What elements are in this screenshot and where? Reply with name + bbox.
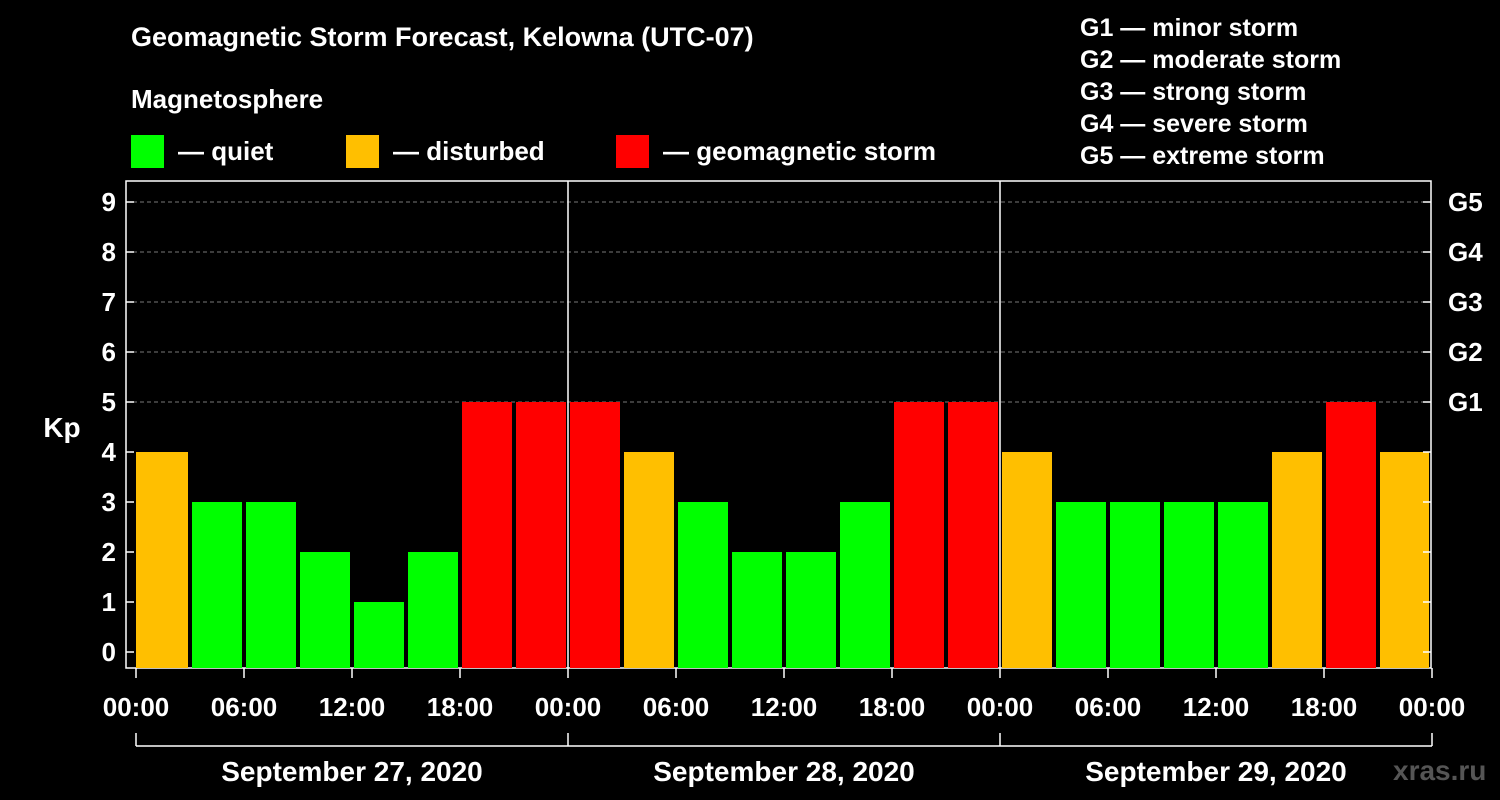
y-axis-label: Kp <box>43 412 80 443</box>
kp-bar <box>1110 502 1160 668</box>
kp-bar <box>1326 402 1376 668</box>
y-tick-label: 5 <box>102 387 116 417</box>
x-tick-label: 18:00 <box>1291 692 1358 722</box>
kp-bar <box>1164 502 1214 668</box>
chart-title: Geomagnetic Storm Forecast, Kelowna (UTC… <box>131 22 754 52</box>
kp-bar <box>516 402 566 668</box>
kp-bar <box>354 602 404 668</box>
y-tick-label: 2 <box>102 537 116 567</box>
x-tick-label: 18:00 <box>427 692 494 722</box>
g-legend-g3: G3 — strong storm <box>1080 78 1307 106</box>
kp-bar <box>1002 452 1052 668</box>
legend-item-quiet: — quiet <box>131 134 273 168</box>
g-tick-label: G1 <box>1448 387 1483 417</box>
kp-bar <box>786 552 836 668</box>
g-tick-label: G5 <box>1448 187 1483 217</box>
y-tick-label: 6 <box>102 337 116 367</box>
g-tick-label: G4 <box>1448 237 1483 267</box>
x-tick-label: 12:00 <box>751 692 818 722</box>
legend-item-storm: — geomagnetic storm <box>616 134 936 168</box>
x-tick-label: 00:00 <box>535 692 602 722</box>
g-legend-g5: G5 — extreme storm <box>1080 142 1325 170</box>
x-tick-label: 06:00 <box>1075 692 1142 722</box>
x-tick-label: 00:00 <box>1399 692 1466 722</box>
legend-label-disturbed: — disturbed <box>393 135 545 166</box>
x-tick-label: 06:00 <box>643 692 710 722</box>
y-tick-label: 1 <box>102 587 116 617</box>
x-tick-label: 00:00 <box>967 692 1034 722</box>
x-tick-label: 06:00 <box>211 692 278 722</box>
day-label: September 28, 2020 <box>653 756 915 787</box>
kp-bar <box>1380 452 1429 668</box>
kp-bar <box>136 452 188 668</box>
kp-bar <box>408 552 458 668</box>
watermark: xras.ru <box>1393 755 1487 786</box>
legend-label-storm: — geomagnetic storm <box>663 135 937 166</box>
x-tick-label: 18:00 <box>859 692 926 722</box>
kp-bar <box>732 552 782 668</box>
kp-bar <box>624 452 674 668</box>
kp-bar <box>300 552 350 668</box>
kp-bar <box>246 502 296 668</box>
x-tick-label: 12:00 <box>319 692 386 722</box>
day-label: September 29, 2020 <box>1085 756 1347 787</box>
kp-bar <box>948 402 998 668</box>
y-tick-label: 3 <box>102 487 116 517</box>
y-tick-label: 8 <box>102 237 116 267</box>
kp-bar <box>1056 502 1106 668</box>
y-tick-label: 0 <box>102 637 116 667</box>
g-scale-legend: G1 — minor storm G2 — moderate storm G3 … <box>1080 12 1341 172</box>
kp-bar <box>1272 452 1322 668</box>
kp-bar <box>894 402 944 668</box>
y-tick-label: 4 <box>102 437 117 467</box>
kp-bar <box>192 502 242 668</box>
kp-bar <box>462 402 512 668</box>
kp-bar <box>570 402 620 668</box>
legend-swatch-storm <box>616 134 649 168</box>
g-tick-label: G2 <box>1448 337 1483 367</box>
kp-bar <box>678 502 728 668</box>
g-tick-label: G3 <box>1448 287 1483 317</box>
g-legend-g4: G4 — severe storm <box>1080 110 1308 138</box>
kp-bar <box>840 502 890 668</box>
y-tick-label: 9 <box>102 187 116 217</box>
legend-subtitle: Magnetosphere <box>131 84 324 114</box>
kp-bar <box>1218 502 1268 668</box>
legend-label-quiet: — quiet <box>178 135 274 166</box>
x-tick-label: 00:00 <box>103 692 170 722</box>
legend-item-disturbed: — disturbed <box>346 134 545 168</box>
day-label: September 27, 2020 <box>221 756 483 787</box>
g-legend-g1: G1 — minor storm <box>1080 14 1299 42</box>
x-tick-label: 12:00 <box>1183 692 1250 722</box>
legend-swatch-disturbed <box>346 134 379 168</box>
y-tick-label: 7 <box>102 287 116 317</box>
g-legend-g2: G2 — moderate storm <box>1080 46 1342 74</box>
legend-swatch-quiet <box>131 134 164 168</box>
